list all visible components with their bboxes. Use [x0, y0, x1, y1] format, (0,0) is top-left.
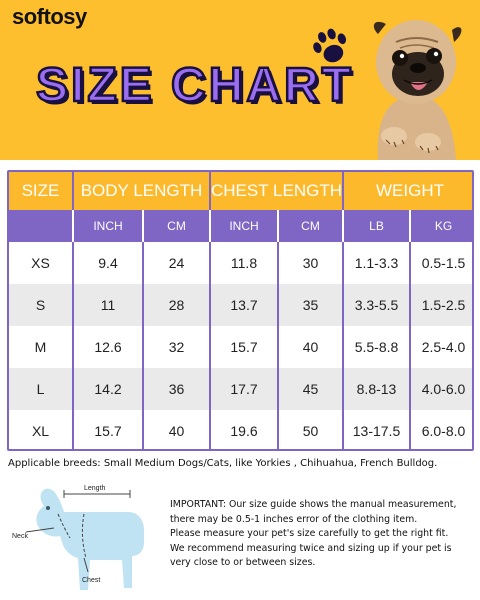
cell-weight-kg: 0.5-1.5 [410, 242, 472, 284]
cell-body-cm: 36 [143, 368, 211, 410]
cell-size: L [9, 368, 74, 410]
cell-weight-lb: 3.3-5.5 [343, 284, 411, 326]
table-header-row: SIZE BODY LENGTH CHEST LENGTH WEIGHT [9, 172, 472, 210]
header-chest-length: CHEST LENGTH [210, 172, 344, 210]
dog-measurement-diagram: Length Neck Chest [12, 485, 144, 590]
subheader-body-inch: INCH [73, 210, 144, 242]
cell-chest-inch: 15.7 [210, 326, 279, 368]
cell-size: M [9, 326, 74, 368]
cell-chest-cm: 30 [278, 242, 344, 284]
cell-body-inch: 15.7 [73, 410, 144, 449]
cell-chest-inch: 19.6 [210, 410, 279, 449]
cell-weight-lb: 8.8-13 [343, 368, 411, 410]
subheader-weight-lb: LB [343, 210, 411, 242]
cell-weight-kg: 2.5-4.0 [410, 326, 472, 368]
cell-body-cm: 40 [143, 410, 211, 449]
header-size: SIZE [9, 172, 74, 210]
table-row: XL 15.7 40 19.6 50 13-17.5 6.0-8.0 [9, 410, 472, 449]
cell-body-cm: 28 [143, 284, 211, 326]
paw-print-icon [313, 28, 347, 63]
table-row: XS 9.4 24 11.8 30 1.1-3.3 0.5-1.5 [9, 242, 472, 284]
pug-photo [373, 20, 462, 160]
cell-size: XL [9, 410, 74, 449]
note-line: IMPORTANT: Our size guide shows the manu… [170, 499, 457, 510]
subheader-blank [9, 210, 74, 242]
applicable-breeds-text: Applicable breeds: Small Medium Dogs/Cat… [8, 458, 438, 469]
subheader-chest-cm: CM [278, 210, 344, 242]
header-body-length: BODY LENGTH [73, 172, 211, 210]
table-row: S 11 28 13.7 35 3.3-5.5 1.5-2.5 [9, 284, 472, 326]
cell-body-cm: 24 [143, 242, 211, 284]
cell-chest-inch: 17.7 [210, 368, 279, 410]
table-subheader-row: INCH CM INCH CM LB KG [9, 210, 472, 242]
note-line: We recommend measuring twice and sizing … [170, 542, 452, 554]
cell-chest-cm: 50 [278, 410, 344, 449]
cell-weight-kg: 1.5-2.5 [410, 284, 472, 326]
cell-chest-cm: 45 [278, 368, 344, 410]
cell-weight-lb: 13-17.5 [343, 410, 411, 449]
cell-body-inch: 14.2 [73, 368, 144, 410]
measurement-note: IMPORTANT: Our size guide shows the manu… [170, 498, 476, 571]
cell-chest-inch: 13.7 [210, 284, 279, 326]
table-row: L 14.2 36 17.7 45 8.8-13 4.0-6.0 [9, 368, 472, 410]
size-chart-table: SIZE BODY LENGTH CHEST LENGTH WEIGHT INC… [7, 170, 474, 451]
subheader-weight-kg: KG [410, 210, 472, 242]
chest-label: Chest [82, 577, 100, 584]
brand-logo: softosy [12, 4, 87, 29]
cell-body-inch: 9.4 [73, 242, 144, 284]
cell-body-inch: 11 [73, 284, 144, 326]
cell-body-inch: 12.6 [73, 326, 144, 368]
cell-weight-kg: 4.0-6.0 [410, 368, 472, 410]
cell-chest-inch: 11.8 [210, 242, 279, 284]
note-line: very close to or between sizes. [170, 557, 316, 568]
page-title: SIZE CHART [35, 58, 354, 114]
length-label: Length [84, 485, 106, 492]
neck-label: Neck [12, 533, 28, 540]
cell-body-cm: 32 [143, 326, 211, 368]
cell-size: XS [9, 242, 74, 284]
cell-size: S [9, 284, 74, 326]
header-banner: softosy SIZE CHART [0, 0, 480, 160]
subheader-body-cm: CM [143, 210, 211, 242]
cell-weight-lb: 5.5-8.8 [343, 326, 411, 368]
note-line: there may be 0.5-1 inches error of the c… [170, 513, 418, 525]
table-row: M 12.6 32 15.7 40 5.5-8.8 2.5-4.0 [9, 326, 472, 368]
cell-weight-kg: 6.0-8.0 [410, 410, 472, 449]
cell-weight-lb: 1.1-3.3 [343, 242, 411, 284]
subheader-chest-inch: INCH [210, 210, 279, 242]
cell-chest-cm: 35 [278, 284, 344, 326]
header-weight: WEIGHT [343, 172, 472, 210]
note-line: Please measure your pet's size carefully… [170, 528, 449, 539]
cell-chest-cm: 40 [278, 326, 344, 368]
